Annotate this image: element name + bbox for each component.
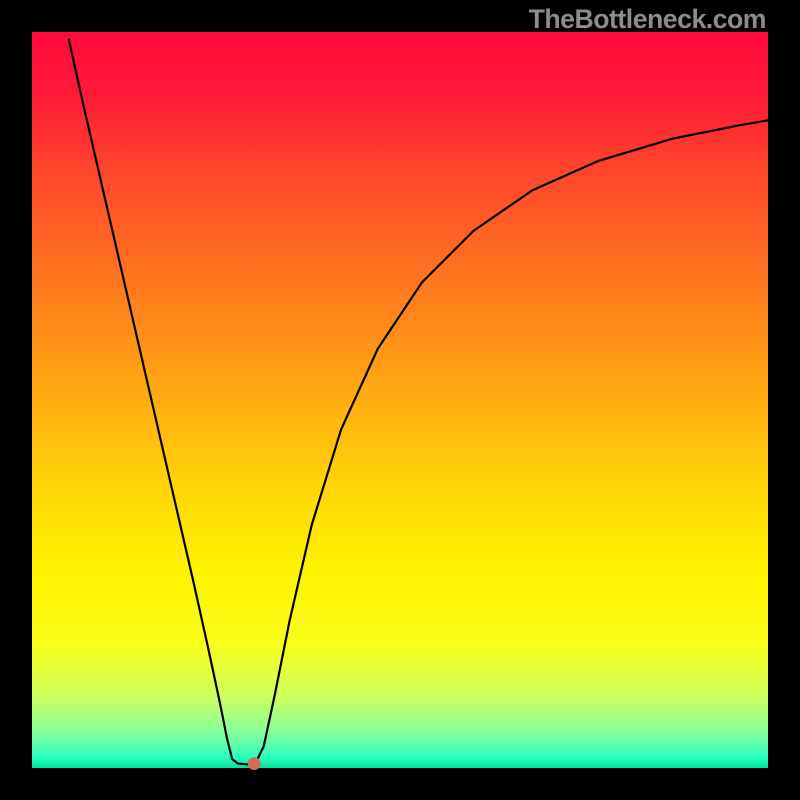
minimum-marker bbox=[248, 757, 261, 770]
curve-right-branch bbox=[247, 120, 768, 764]
chart-container: TheBottleneck.com bbox=[0, 0, 800, 800]
plot-area bbox=[30, 30, 770, 770]
curve-left-branch bbox=[69, 39, 247, 764]
curve-layer bbox=[32, 32, 768, 768]
